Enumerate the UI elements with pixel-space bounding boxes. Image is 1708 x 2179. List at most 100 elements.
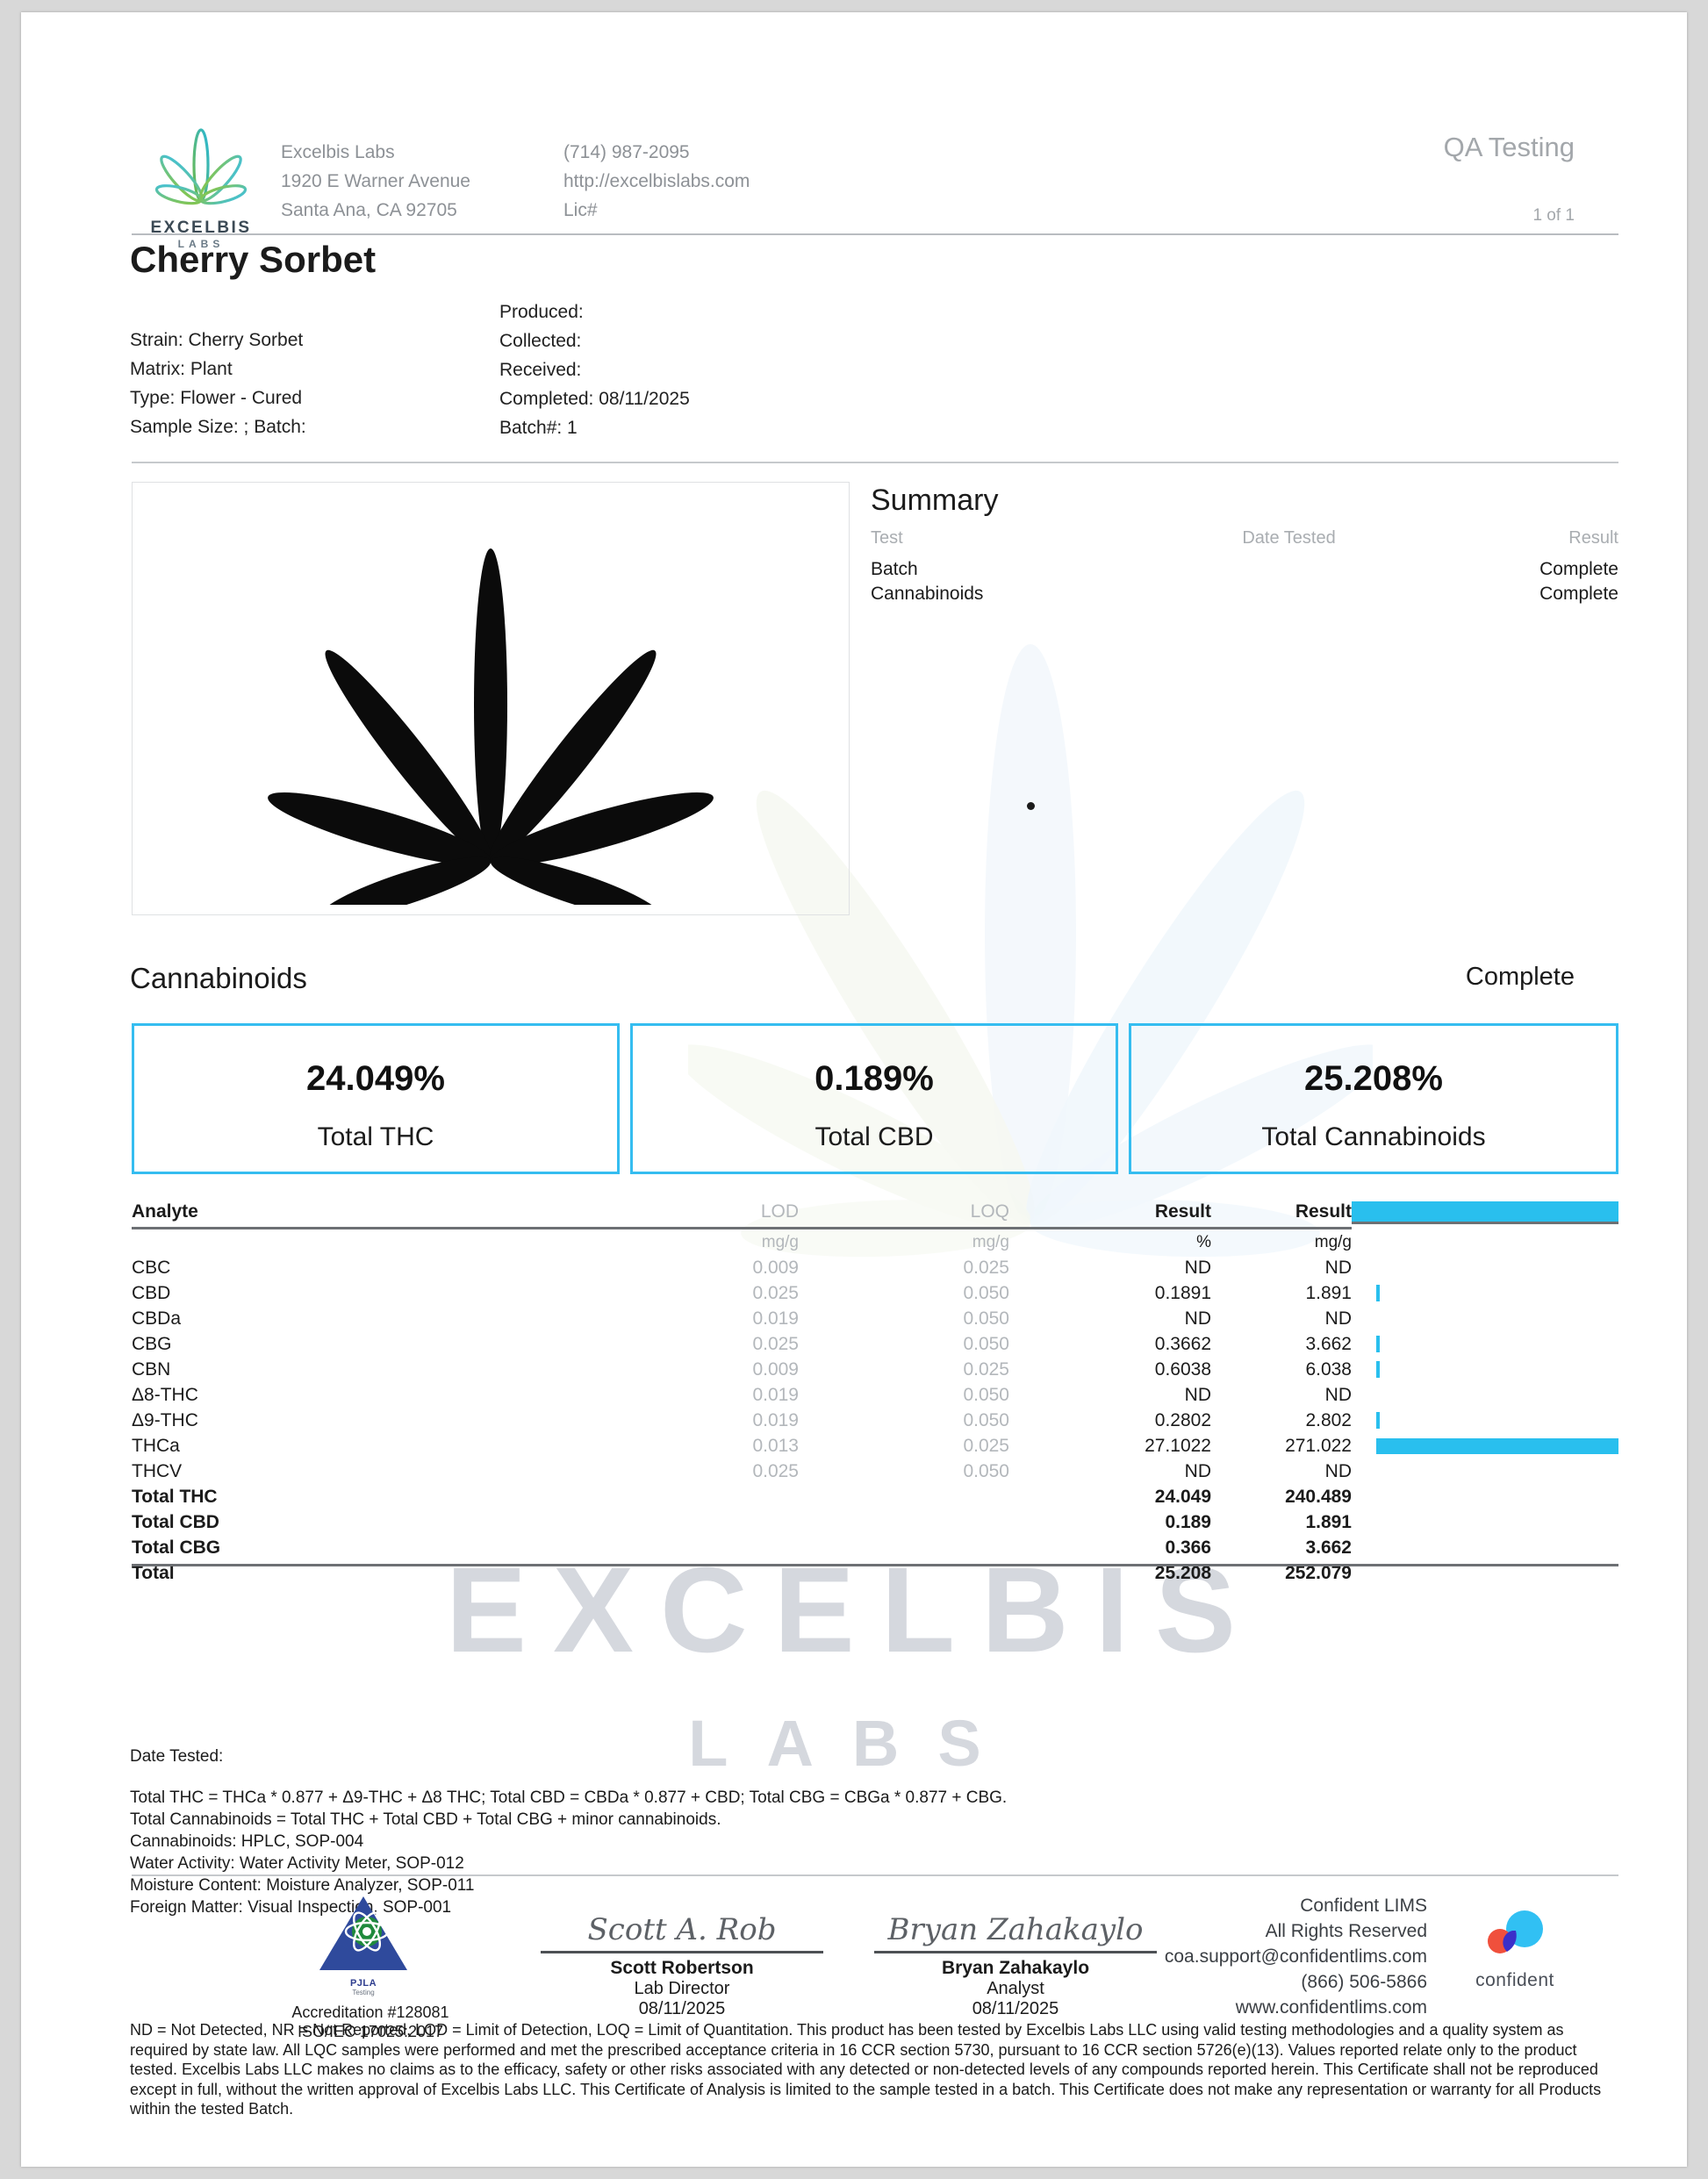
note-line: Water Activity: Water Activity Meter, SO… [130,1854,464,1873]
table-row: CBN 0.009 0.025 0.6038 6.038 [132,1357,1618,1382]
analyte-lod: 0.019 [752,1385,799,1405]
table-row: CBD 0.025 0.050 0.1891 1.891 [132,1280,1618,1306]
lab-address-line2: Santa Ana, CA 92705 [281,200,457,220]
analyte-loq: 0.050 [963,1410,1009,1430]
analyte-bar-cell [1352,1433,1618,1459]
confident-logo: confident [1448,1908,1582,1991]
sample-meta-right: Produced: Collected: Received: Completed… [499,297,690,442]
stat-box-total-cbd: 0.189% Total CBD [630,1023,1118,1174]
summary-heading: Summary [871,484,999,517]
signature-mark: Bryan Zahakaylo [887,1912,1144,1947]
date-tested-label: Date Tested: [130,1747,224,1766]
total-label: Total CBD [132,1512,219,1532]
table-row: Δ9-THC 0.019 0.050 0.2802 2.802 [132,1408,1618,1433]
logo-subwordmark: LABS [177,238,225,250]
sample-meta-left: Strain: Cherry Sorbet Matrix: Plant Type… [130,326,306,441]
cannabinoids-section-heading: Cannabinoids [130,962,307,994]
stat-label: Total CBD [815,1122,934,1151]
note-line: Moisture Content: Moisture Analyzer, SOP… [130,1876,475,1895]
analyte-loq: 0.025 [963,1436,1009,1456]
analyte-lod: 0.019 [752,1410,799,1430]
summary-test-date [1166,557,1411,582]
lab-contact-block: (714) 987-2095 http://excelbislabs.com L… [563,138,750,225]
signature-line [541,1951,823,1953]
summary-table: Test Date Tested Result Batch Complete C… [871,528,1618,606]
table-row: Δ8-THC 0.019 0.050 ND ND [132,1382,1618,1408]
analyte-result-percent: 0.1891 [1154,1283,1211,1303]
analyte-bar [1376,1437,1618,1454]
analyte-loq: 0.050 [963,1461,1009,1481]
summary-col-test: Test [871,528,903,548]
unit-loq: mg/g [972,1233,1009,1251]
cannabinoid-results-table: Analyte LOD LOQ Result Result mg/g mg/g% m… [132,1201,1618,1586]
signature-mark: Scott A. Rob [587,1912,777,1947]
analyte-bar [1376,1285,1380,1301]
summary-col-date: Date Tested [1242,528,1336,548]
analyte-bar-cell [1352,1280,1618,1306]
table-row: CBG 0.025 0.050 0.3662 3.662 [132,1331,1618,1357]
lab-website[interactable]: http://excelbislabs.com [563,171,750,191]
document-sheet: EXCELBIS LABS [21,12,1687,2167]
confident-wordmark: confident [1475,1970,1554,1990]
total-result-mgg: 1.891 [1305,1512,1352,1532]
total-result-mgg: 3.662 [1305,1537,1352,1558]
note-line: Cannabinoids: HPLC, SOP-004 [130,1832,364,1851]
analyte-result-mgg: ND [1324,1385,1352,1405]
analyte-lod: 0.009 [752,1258,799,1278]
sample-strain: Strain: Cherry Sorbet [130,330,304,350]
cannabis-leaf-image-icon [268,548,714,905]
results-header-row: Analyte LOD LOQ Result Result [132,1201,1618,1229]
analyte-bar-cell [1352,1331,1618,1357]
analyte-name: CBN [132,1359,171,1380]
cannabis-leaf-logo-icon [154,128,248,205]
stat-value: 25.208% [1304,1059,1443,1098]
table-row: CBDa 0.019 0.050 ND ND [132,1306,1618,1331]
lims-email[interactable]: coa.support@confidentlims.com [1164,1946,1427,1967]
analyte-bar [1376,1336,1380,1352]
analyte-name: CBG [132,1334,172,1354]
stat-value: 24.049% [306,1059,445,1098]
total-bar-cell [1352,1535,1618,1560]
analyte-bar-cell [1352,1382,1618,1408]
lab-address-line1: 1920 E Warner Avenue [281,171,470,191]
lims-info-block: Confident LIMS All Rights Reserved coa.s… [1165,1893,1427,2020]
total-loq [799,1509,1009,1535]
analyte-name: CBC [132,1258,171,1278]
analyte-lod: 0.019 [752,1308,799,1329]
analyte-result-percent: 27.1022 [1145,1436,1211,1456]
lims-name: Confident LIMS [1300,1896,1427,1916]
table-row: Cannabinoids Complete [871,582,1618,606]
sample-completed: Completed: 08/11/2025 [499,389,690,409]
accreditation-number: Accreditation #128081 [291,2003,449,2021]
analyte-result-percent: ND [1184,1461,1211,1481]
analyte-lod: 0.009 [752,1359,799,1380]
total-result-percent: 25.208 [1154,1563,1211,1583]
signatory-role: Lab Director [634,1979,730,1998]
col-result-percent: Result [1009,1201,1211,1229]
analyte-result-mgg: 1.891 [1305,1283,1352,1303]
cannabinoid-stat-boxes: 24.049% Total THC 0.189% Total CBD 25.20… [132,1023,1618,1174]
analyte-result-mgg: ND [1324,1461,1352,1481]
lims-website[interactable]: www.confidentlims.com [1235,1997,1427,2018]
summary-header-row: Test Date Tested Result [871,528,1618,557]
analyte-result-mgg: 6.038 [1305,1359,1352,1380]
cannabinoids-section-status: Complete [1465,963,1575,991]
analyte-result-percent: 0.6038 [1154,1359,1211,1380]
total-loq [799,1535,1009,1560]
analyte-bar-cell [1352,1306,1618,1331]
analyte-result-percent: ND [1184,1385,1211,1405]
analyte-name: CBDa [132,1308,182,1329]
analyte-loq: 0.025 [963,1258,1009,1278]
results-units-row: mg/g mg/g% mg/g [132,1229,1618,1256]
stat-value: 0.189% [815,1059,934,1098]
total-bar-cell [1352,1484,1618,1509]
unit-result-mgg: mg/g [1314,1233,1352,1251]
analyte-bar [1376,1361,1380,1378]
logo-wordmark: EXCELBIS [150,219,252,237]
analyte-result-mgg: 271.022 [1285,1436,1352,1456]
summary-col-result: Result [1568,528,1618,548]
redacted-sample-id [132,291,421,325]
decorative-dot [1027,802,1035,810]
pjla-sublabel: Testing [352,1989,375,1996]
